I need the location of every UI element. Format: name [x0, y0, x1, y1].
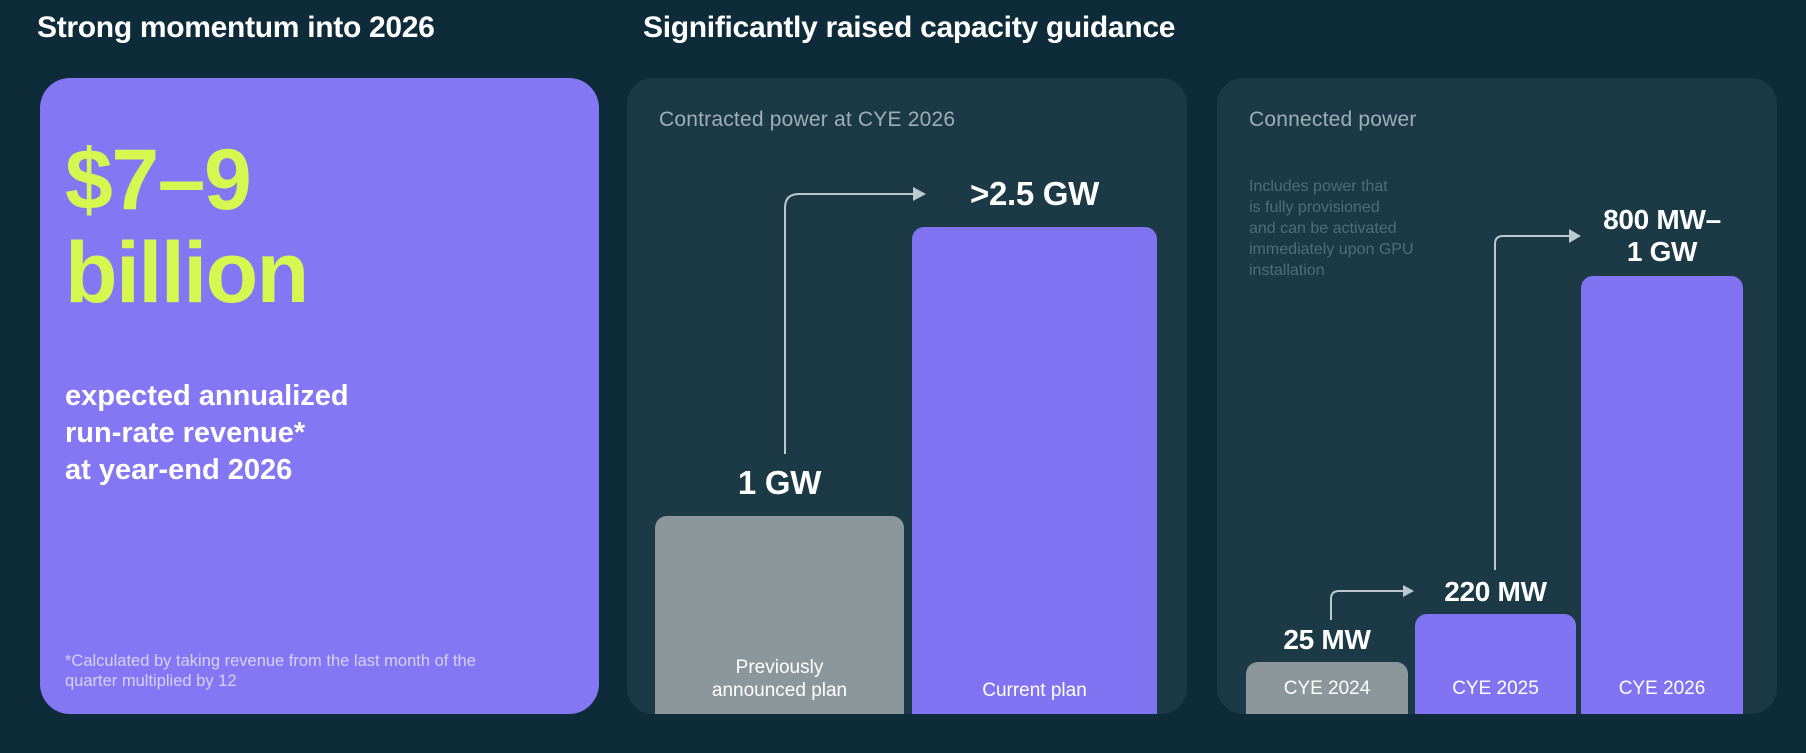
contracted-power-title: Contracted power at CYE 2026 [659, 108, 956, 131]
category-label-cye-2026: CYE 2026 [1618, 678, 1706, 699]
value-line: 800 MW– [1603, 204, 1721, 235]
value-label-1gw: 1 GW [737, 464, 822, 501]
connected-power-note: Includes power that is fully provisioned… [1249, 176, 1414, 281]
connected-power-panel: Connected power Includes power that is f… [1217, 78, 1777, 714]
category-label-cye-2025: CYE 2025 [1452, 678, 1539, 699]
revenue-headline-line1: $7–9 [65, 132, 252, 228]
revenue-footnote: *Calculated by taking revenue from the l… [65, 652, 476, 690]
value-line: 1 GW [1626, 236, 1698, 267]
note-line: installation [1249, 262, 1325, 279]
bar-current-plan [912, 227, 1157, 714]
bar-cye-2025 [1415, 614, 1576, 714]
right-section-title: Significantly raised capacity guidance [643, 11, 1176, 44]
value-label-gt-2-5gw: >2.5 GW [969, 175, 1100, 212]
connected-power-title: Connected power [1249, 108, 1417, 131]
category-label-previously-announced-plan: Previously announced plan [655, 656, 904, 702]
bar-previously-announced-plan [655, 516, 904, 714]
contracted-power-panel: Contracted power at CYE 2026 1 GW >2.5 G… [627, 78, 1187, 714]
value-label-800mw-1gw: 800 MW– 1 GW [1581, 204, 1743, 268]
bar-cye-2026 [1581, 276, 1743, 714]
category-line: Previously [735, 657, 824, 678]
revenue-card: $7–9 billion expected annualized run-rat… [40, 78, 599, 714]
left-section-title: Strong momentum into 2026 [37, 11, 435, 44]
note-line: and can be activated [1249, 220, 1397, 237]
note-line: is fully provisioned [1249, 199, 1380, 216]
revenue-headline-line2: billion [65, 225, 309, 321]
note-line: Includes power that [1249, 178, 1388, 195]
revenue-subtitle-line1: expected annualized [65, 380, 349, 412]
note-line: immediately upon GPU [1249, 241, 1414, 258]
revenue-subtitle-line2: run-rate revenue* [65, 417, 306, 449]
value-label-220mw: 220 MW [1444, 576, 1547, 607]
value-label-25mw: 25 MW [1283, 624, 1371, 655]
bar-cye-2024 [1246, 662, 1408, 714]
revenue-headline: $7–9 billion [65, 132, 309, 321]
revenue-subtitle-line3: at year-end 2026 [65, 454, 293, 486]
category-line: announced plan [711, 680, 848, 701]
category-label-current-plan: Current plan [982, 680, 1087, 701]
revenue-subtitle: expected annualized run-rate revenue* at… [65, 378, 349, 489]
category-label-cye-2024: CYE 2024 [1283, 678, 1371, 699]
